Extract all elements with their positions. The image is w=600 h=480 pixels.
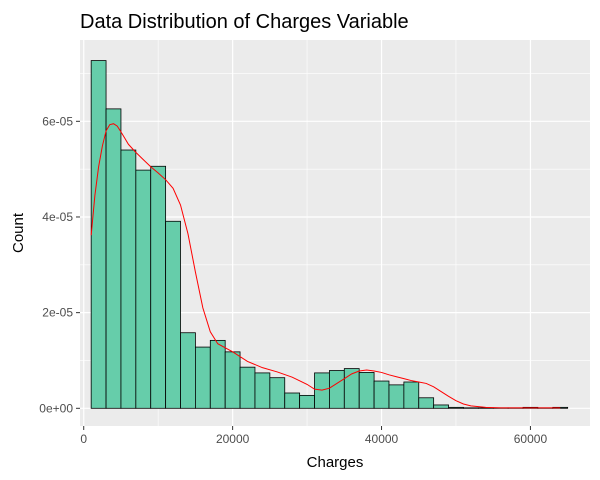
x-axis-title: Charges xyxy=(307,454,364,471)
histogram-bar xyxy=(403,381,420,409)
histogram-bar xyxy=(165,220,181,409)
histogram-bar xyxy=(269,377,286,409)
x-tick-label: 20000 xyxy=(216,432,250,446)
histogram-bar xyxy=(448,406,464,409)
histogram-bar xyxy=(224,351,241,409)
histogram-bar xyxy=(254,372,271,409)
histogram-bar xyxy=(284,392,301,409)
histogram-bar xyxy=(418,397,435,409)
histogram-bar xyxy=(299,394,315,409)
histogram-bar xyxy=(373,380,390,409)
x-tick-label: 0 xyxy=(80,432,87,446)
histogram-bar xyxy=(358,372,375,409)
y-axis: 0e+00 2e-05 4e-05 6e-05 xyxy=(39,114,80,415)
histogram-bar xyxy=(120,149,137,409)
x-tick-label: 40000 xyxy=(365,432,399,446)
histogram-bar xyxy=(209,339,226,409)
histogram-bar xyxy=(329,370,345,409)
x-tick-label: 60000 xyxy=(514,432,548,446)
y-tick-label: 2e-05 xyxy=(42,306,73,320)
histogram-bar xyxy=(135,169,152,409)
y-tick-label: 6e-05 xyxy=(42,114,73,128)
density-layer xyxy=(90,123,561,409)
histogram-bar xyxy=(239,366,256,409)
y-tick-label: 4e-05 xyxy=(42,210,73,224)
histogram-bar xyxy=(180,332,196,409)
histogram-bar xyxy=(150,165,167,409)
x-axis: 0 20000 40000 60000 xyxy=(80,426,547,446)
y-axis-title: Count xyxy=(10,212,27,253)
density-line xyxy=(90,123,561,409)
y-tick-label: 0e+00 xyxy=(39,401,73,415)
histogram-bar xyxy=(388,384,405,409)
histogram-bar xyxy=(90,60,107,409)
chart-title: Data Distribution of Charges Variable xyxy=(80,11,409,33)
histogram-bar xyxy=(343,368,360,409)
histogram-bar xyxy=(105,108,122,409)
histogram-bars xyxy=(90,60,569,409)
histogram-bar xyxy=(195,346,211,409)
histogram-bar xyxy=(433,404,449,409)
